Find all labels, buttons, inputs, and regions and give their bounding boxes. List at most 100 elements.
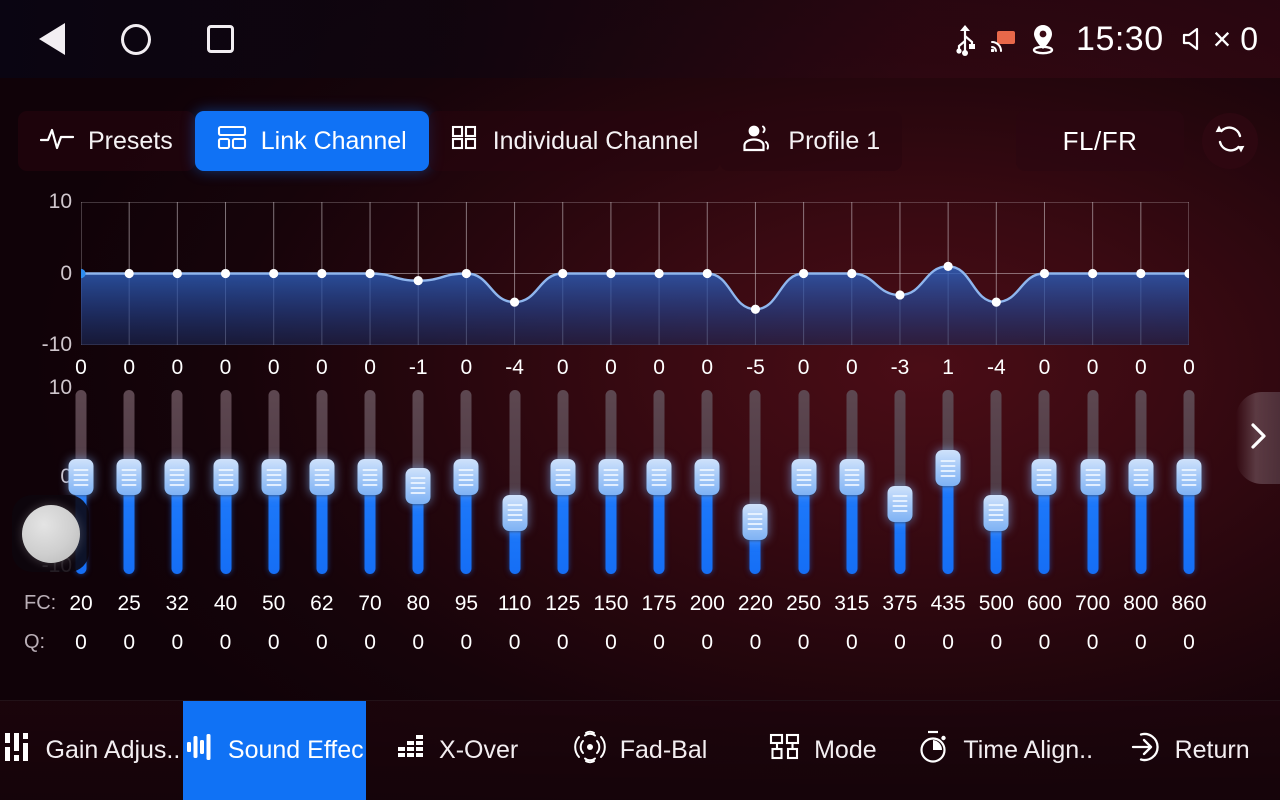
q-value[interactable]: 0 <box>267 631 280 654</box>
eq-band-slider[interactable] <box>353 378 387 574</box>
fc-value[interactable]: 200 <box>689 592 725 615</box>
slider-knob[interactable] <box>598 459 624 495</box>
q-value[interactable]: 0 <box>412 631 425 654</box>
q-value[interactable]: 0 <box>797 631 810 654</box>
fc-value[interactable]: 20 <box>69 592 93 615</box>
q-value[interactable]: 0 <box>508 631 521 654</box>
q-value[interactable]: 0 <box>171 631 184 654</box>
q-value[interactable]: 0 <box>219 631 232 654</box>
slider-knob[interactable] <box>646 459 672 495</box>
nav-item-fad-bal[interactable]: Fad-Bal <box>549 701 732 800</box>
eq-band-slider[interactable] <box>979 378 1013 574</box>
slider-knob[interactable] <box>1031 459 1057 495</box>
fc-value[interactable]: 110 <box>497 592 532 615</box>
eq-band-slider[interactable] <box>546 378 580 574</box>
eq-band-slider[interactable] <box>594 378 628 574</box>
eq-band-slider[interactable] <box>449 378 483 574</box>
home-button[interactable] <box>118 21 154 57</box>
recents-button[interactable] <box>202 21 238 57</box>
fc-value[interactable]: 800 <box>1123 592 1159 615</box>
fc-value[interactable]: 315 <box>834 592 870 615</box>
slider-track[interactable] <box>990 390 1002 564</box>
eq-node[interactable] <box>220 268 231 279</box>
eq-node[interactable] <box>750 304 761 314</box>
nav-item-mode[interactable]: Mode <box>731 701 914 800</box>
slider-knob[interactable] <box>887 485 913 522</box>
q-value[interactable]: 0 <box>653 631 665 654</box>
nav-item-time-align[interactable]: Time Align.. <box>914 701 1097 800</box>
eq-node[interactable] <box>558 268 568 279</box>
slider-knob[interactable] <box>309 459 335 495</box>
eq-node[interactable] <box>799 268 809 279</box>
assistive-touch-ball[interactable] <box>12 495 89 572</box>
reset-button[interactable] <box>1202 113 1258 169</box>
fc-value[interactable]: 70 <box>358 592 382 615</box>
q-value[interactable]: 0 <box>1086 631 1099 654</box>
slider-track[interactable] <box>894 390 906 564</box>
q-value[interactable]: 0 <box>123 631 136 654</box>
slider-knob[interactable] <box>1080 459 1106 495</box>
eq-node[interactable] <box>269 268 279 279</box>
eq-band-slider[interactable] <box>787 378 821 574</box>
eq-band-slider[interactable] <box>257 378 291 574</box>
fc-value[interactable]: 95 <box>454 592 479 615</box>
graph-plot-area[interactable] <box>76 201 1194 346</box>
fc-value[interactable]: 435 <box>930 592 966 615</box>
fc-value[interactable]: 40 <box>213 592 238 615</box>
q-value[interactable]: 0 <box>1183 631 1195 654</box>
eq-band-slider[interactable] <box>1027 378 1061 574</box>
channel-pair-button[interactable]: FL/FR <box>1016 111 1184 171</box>
tab-link-channel[interactable]: Link Channel <box>194 111 429 171</box>
slider-knob[interactable] <box>550 459 576 495</box>
slider-knob[interactable] <box>405 467 431 504</box>
tab-individual-channel[interactable]: Individual Channel <box>428 111 721 171</box>
eq-band-slider[interactable] <box>498 378 532 574</box>
nav-item-sound-effect[interactable]: Sound Effec <box>182 701 366 800</box>
q-value[interactable]: 0 <box>845 631 858 654</box>
eq-node[interactable] <box>702 268 712 279</box>
slider-knob[interactable] <box>502 494 528 531</box>
tab-presets[interactable]: Presets <box>18 111 195 171</box>
q-value[interactable]: 0 <box>894 631 906 654</box>
nav-item-return[interactable]: Return <box>1097 701 1280 800</box>
fc-value[interactable]: 150 <box>593 592 629 615</box>
nav-item-x-over[interactable]: X-Over <box>366 701 549 800</box>
eq-band-slider[interactable] <box>112 378 146 574</box>
slider-knob[interactable] <box>694 459 720 495</box>
slider-knob[interactable] <box>1176 459 1202 495</box>
eq-node[interactable] <box>943 261 953 271</box>
fc-value[interactable]: 175 <box>641 592 677 615</box>
eq-sliders[interactable]: 100-10 <box>0 376 1280 578</box>
q-value[interactable]: 0 <box>605 631 617 654</box>
fc-value[interactable]: 80 <box>406 592 430 615</box>
q-value[interactable]: 0 <box>1134 631 1147 654</box>
eq-band-slider[interactable] <box>209 378 243 574</box>
eq-node[interactable] <box>124 268 134 279</box>
eq-node[interactable] <box>606 268 616 279</box>
slider-knob[interactable] <box>742 503 768 540</box>
fc-value[interactable]: 250 <box>786 592 822 615</box>
fc-value[interactable]: 25 <box>117 592 141 615</box>
q-value[interactable]: 0 <box>75 631 87 654</box>
eq-band-slider[interactable] <box>835 378 869 574</box>
eq-node[interactable] <box>172 268 182 279</box>
eq-node[interactable] <box>365 268 375 279</box>
slider-knob[interactable] <box>453 459 479 495</box>
eq-node[interactable] <box>1136 268 1146 279</box>
eq-node[interactable] <box>895 290 905 300</box>
eq-band-slider[interactable] <box>883 378 917 574</box>
q-value[interactable]: 0 <box>316 631 328 654</box>
eq-band-slider[interactable] <box>1124 378 1158 574</box>
q-value[interactable]: 0 <box>701 631 714 654</box>
eq-node[interactable] <box>1088 268 1098 279</box>
fc-value[interactable]: 62 <box>310 592 334 615</box>
eq-band-slider[interactable] <box>401 378 435 574</box>
fc-value[interactable]: 500 <box>978 592 1014 615</box>
fc-value[interactable]: 32 <box>165 592 190 615</box>
slider-track[interactable] <box>749 390 761 564</box>
fc-value[interactable]: 125 <box>545 592 581 615</box>
eq-node[interactable] <box>1039 268 1050 279</box>
fc-value[interactable]: 50 <box>262 592 286 615</box>
slider-knob[interactable] <box>791 459 817 495</box>
fc-value[interactable]: 220 <box>737 592 773 615</box>
